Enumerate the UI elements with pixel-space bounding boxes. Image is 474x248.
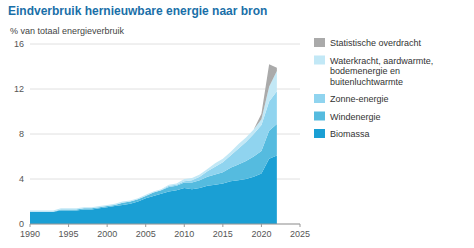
x-tick <box>300 224 301 227</box>
area <box>30 71 277 212</box>
x-tick <box>145 224 146 227</box>
area <box>30 124 277 212</box>
chart: Eindverbruik hernieuwbare energie naar b… <box>0 0 474 248</box>
title: Eindverbruik hernieuwbare energie naar b… <box>8 4 267 18</box>
x-tick <box>184 224 185 227</box>
legend-swatch <box>314 56 325 65</box>
grid-line <box>30 44 300 45</box>
x-tick <box>68 224 69 227</box>
x-tick-label: 2020 <box>251 229 271 239</box>
x-tick-label: 2000 <box>97 229 117 239</box>
x-tick <box>222 224 223 227</box>
legend-label: Waterkracht, aardwarmte,bodemenergie enb… <box>330 56 433 87</box>
legend-label: Zonne-energie <box>330 94 389 104</box>
y-tick-label: 12 <box>14 84 24 94</box>
legend-swatch <box>314 94 325 103</box>
grid-line <box>30 224 300 225</box>
x-axis-line <box>30 224 300 225</box>
legend-label: Biomassa <box>330 129 370 139</box>
x-tick-label: 2015 <box>213 229 233 239</box>
y-tick-label: 16 <box>14 39 24 49</box>
grid-line <box>30 89 300 90</box>
grid <box>30 44 300 224</box>
legend-swatch <box>314 38 325 47</box>
legend-swatch <box>314 129 325 138</box>
y-tick-label: 8 <box>19 129 24 139</box>
x-tick-label: 1990 <box>20 229 40 239</box>
x-tick-label: 2005 <box>136 229 156 239</box>
legend: Statistische overdracht Waterkracht, aard… <box>314 38 433 139</box>
legend-swatch <box>314 112 325 121</box>
area <box>30 64 277 210</box>
x-tick <box>261 224 262 227</box>
x-tick <box>107 224 108 227</box>
x-tick-label: 2025 <box>290 229 310 239</box>
areas <box>30 64 277 224</box>
x-tick <box>30 224 31 227</box>
area <box>30 91 277 211</box>
legend-label: Statistische overdracht <box>330 38 422 48</box>
legend-label: Windenergie <box>330 112 381 122</box>
y-axis-label: % van totaal energieverbruik <box>10 26 125 36</box>
y-tick-label: 4 <box>19 174 24 184</box>
x-tick-label: 2010 <box>174 229 194 239</box>
y-tick-label: 0 <box>19 219 24 229</box>
x-tick-label: 1995 <box>59 229 79 239</box>
